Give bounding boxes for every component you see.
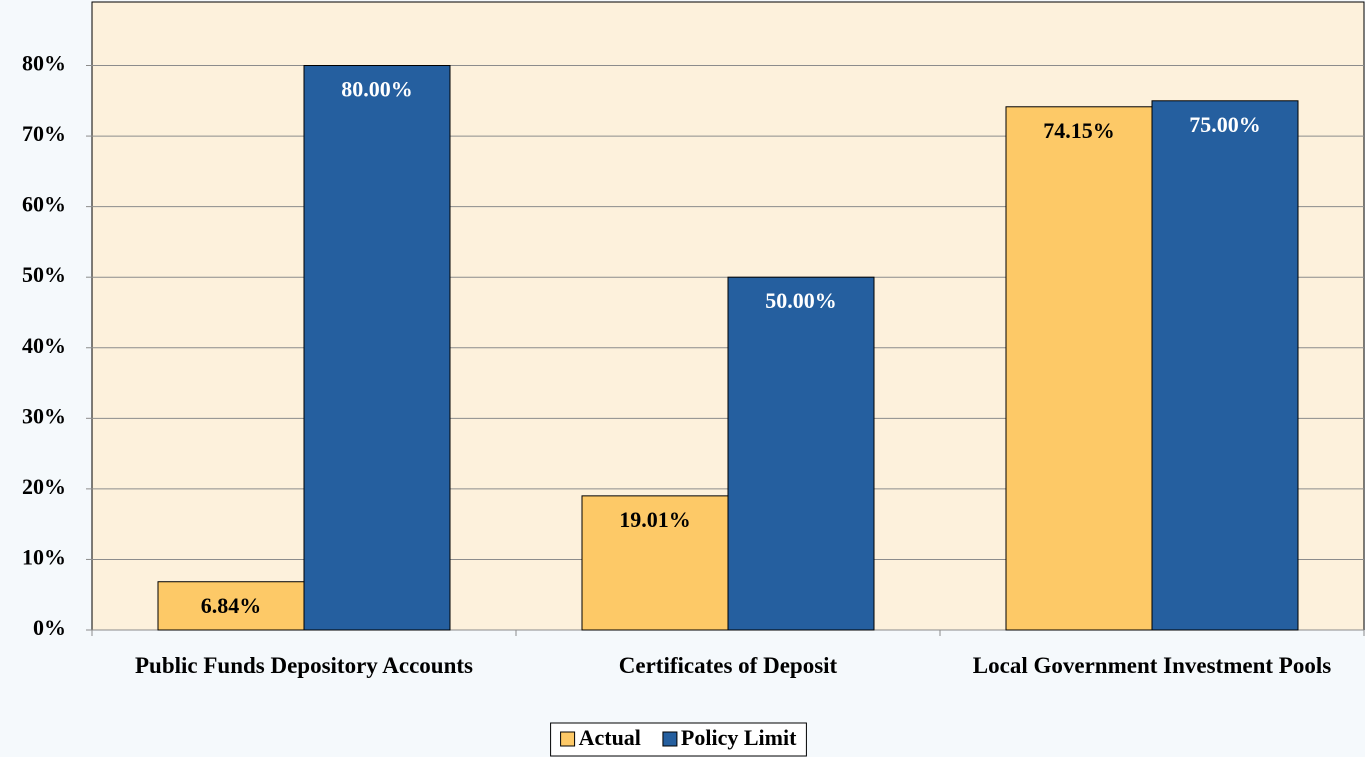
y-tick-label: 40% [22,333,66,358]
bar [727,276,875,631]
value-label: 74.15% [1043,118,1115,143]
bar [157,581,305,631]
bar [1005,106,1153,631]
x-tick-label: Local Government Investment Pools [972,653,1332,678]
x-tick-label: Public Funds Depository Accounts [134,653,473,678]
legend-swatch [560,731,576,747]
y-tick-label: 0% [33,615,66,640]
bar [581,495,729,631]
bar [303,65,451,631]
y-tick-label: 80% [22,51,66,76]
value-label: 19.01% [619,507,691,532]
legend: Actual Policy Limit [550,722,807,757]
y-tick-label: 30% [22,403,66,428]
value-label: 75.00% [1189,112,1261,137]
y-tick-label: 50% [22,262,66,287]
value-label: 80.00% [341,77,413,102]
y-tick-label: 10% [22,544,66,569]
value-label: 6.84% [201,593,262,618]
legend-label: Policy Limit [681,725,797,750]
value-label: 50.00% [765,288,837,313]
y-tick-label: 60% [22,192,66,217]
y-tick-label: 70% [22,121,66,146]
legend-label: Actual [579,725,641,750]
x-tick-label: Certificates of Deposit [618,653,838,678]
legend-swatch [662,731,678,747]
legend-box [550,722,807,757]
bar [1151,100,1299,631]
y-tick-label: 20% [22,474,66,499]
